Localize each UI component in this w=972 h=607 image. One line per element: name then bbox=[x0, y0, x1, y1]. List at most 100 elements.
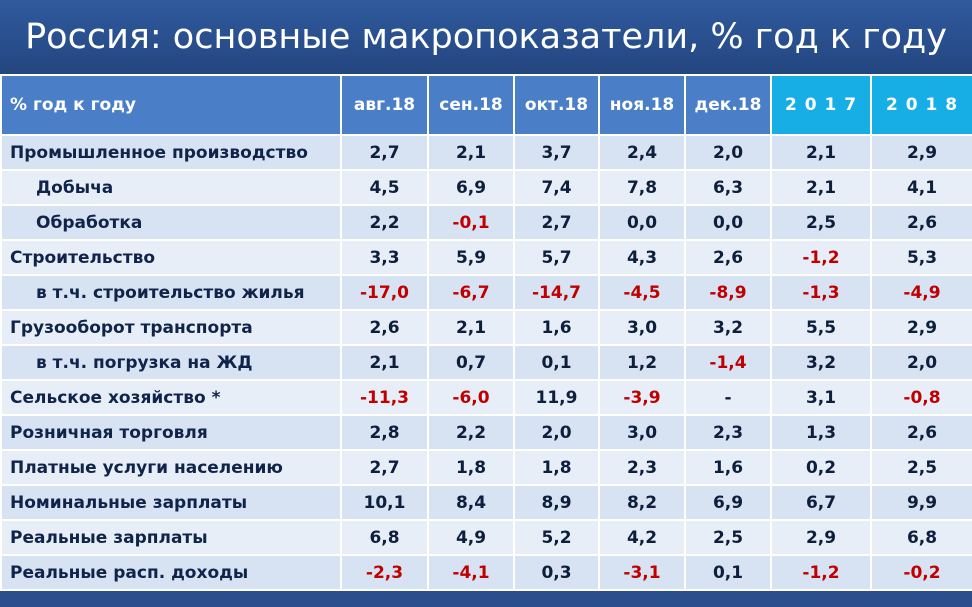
value-cell: -1,2 bbox=[770, 239, 872, 276]
value-cell: 8,9 bbox=[513, 484, 600, 521]
table-row: Реальные зарплаты 6,8 4,9 5,2 4,2 2,5 2,9 6,8 bbox=[0, 519, 972, 556]
table-row: Розничная торговля 2,8 2,2 2,0 3,0 2,3 1,3 2,6 bbox=[0, 414, 972, 451]
row-label: Номинальные зарплаты bbox=[0, 484, 342, 521]
row-label: Промышленное производство bbox=[0, 134, 342, 171]
value-cell: 2,5 bbox=[684, 519, 772, 556]
table-row: Промышленное производство 2,7 2,1 3,7 2,4 2,0… bbox=[0, 134, 972, 171]
value-cell: 11,9 bbox=[513, 379, 600, 416]
table-row: в т.ч. строительство жилья -17,0 -6,7 -14,7… bbox=[0, 274, 972, 311]
value-cell: -8,9 bbox=[684, 274, 772, 311]
value-cell: 2,9 bbox=[870, 309, 972, 346]
value-cell: -0,1 bbox=[427, 204, 515, 241]
value-cell: 2,0 bbox=[684, 134, 772, 171]
row-label: в т.ч. строительство жилья bbox=[0, 274, 342, 311]
value-cell: 7,8 bbox=[598, 169, 686, 206]
row-label: Розничная торговля bbox=[0, 414, 342, 451]
value-cell: 9,9 bbox=[870, 484, 972, 521]
table-body: Промышленное производство 2,7 2,1 3,7 2,4 2,0… bbox=[0, 134, 972, 591]
value-cell: 2,8 bbox=[340, 414, 429, 451]
row-label: Обработка bbox=[0, 204, 342, 241]
value-cell: -2,3 bbox=[340, 554, 429, 591]
value-cell: -11,3 bbox=[340, 379, 429, 416]
value-cell: 2,1 bbox=[770, 169, 872, 206]
column-header: дек.18 bbox=[684, 74, 772, 136]
slide-title: Россия: основные макропоказатели, % год … bbox=[0, 0, 972, 74]
value-cell: 4,3 bbox=[598, 239, 686, 276]
column-header: 2 0 1 8 bbox=[870, 74, 972, 136]
column-header: сен.18 bbox=[427, 74, 515, 136]
value-cell: 4,5 bbox=[340, 169, 429, 206]
column-header: авг.18 bbox=[340, 74, 429, 136]
value-cell: 3,1 bbox=[770, 379, 872, 416]
value-cell: 2,5 bbox=[870, 449, 972, 486]
value-cell: 3,2 bbox=[684, 309, 772, 346]
value-cell: 2,7 bbox=[513, 204, 600, 241]
value-cell: 4,9 bbox=[427, 519, 515, 556]
macro-table: % год к году авг.18 сен.18 окт.18 ноя.18 дек.… bbox=[0, 74, 972, 591]
value-cell: -1,3 bbox=[770, 274, 872, 311]
value-cell: 4,1 bbox=[870, 169, 972, 206]
table-row: Платные услуги населению 2,7 1,8 1,8 2,3 1,6 0… bbox=[0, 449, 972, 486]
table-row: Номинальные зарплаты 10,1 8,4 8,9 8,2 6,9 6,7 9… bbox=[0, 484, 972, 521]
value-cell: 2,7 bbox=[340, 134, 429, 171]
value-cell: -0,8 bbox=[870, 379, 972, 416]
value-cell: 2,9 bbox=[770, 519, 872, 556]
row-label: Добыча bbox=[0, 169, 342, 206]
value-cell: 7,4 bbox=[513, 169, 600, 206]
value-cell: 0,0 bbox=[684, 204, 772, 241]
value-cell: -17,0 bbox=[340, 274, 429, 311]
value-cell: 1,8 bbox=[513, 449, 600, 486]
value-cell: 1,6 bbox=[513, 309, 600, 346]
value-cell: -4,1 bbox=[427, 554, 515, 591]
value-cell: 0,7 bbox=[427, 344, 515, 381]
value-cell: 6,8 bbox=[870, 519, 972, 556]
value-cell: -1,4 bbox=[684, 344, 772, 381]
value-cell: 2,6 bbox=[870, 414, 972, 451]
value-cell: 2,9 bbox=[870, 134, 972, 171]
column-header: окт.18 bbox=[513, 74, 600, 136]
value-cell: 2,1 bbox=[427, 134, 515, 171]
value-cell: -6,0 bbox=[427, 379, 515, 416]
value-cell: 2,5 bbox=[770, 204, 872, 241]
table-row: Строительство 3,3 5,9 5,7 4,3 2,6 -1,2 5,3 bbox=[0, 239, 972, 276]
value-cell: 5,5 bbox=[770, 309, 872, 346]
table-row: Добыча 4,5 6,9 7,4 7,8 6,3 2,1 4,1 bbox=[0, 169, 972, 206]
value-cell: 6,7 bbox=[770, 484, 872, 521]
value-cell: 3,7 bbox=[513, 134, 600, 171]
value-cell: 2,6 bbox=[684, 239, 772, 276]
value-cell: -4,5 bbox=[598, 274, 686, 311]
value-cell: 2,1 bbox=[340, 344, 429, 381]
value-cell: 1,8 bbox=[427, 449, 515, 486]
value-cell: 6,9 bbox=[427, 169, 515, 206]
table-row: Реальные расп. доходы -2,3 -4,1 0,3 -3,1 0,1-… bbox=[0, 554, 972, 591]
value-cell: 4,2 bbox=[598, 519, 686, 556]
value-cell: 0,1 bbox=[513, 344, 600, 381]
row-label: Строительство bbox=[0, 239, 342, 276]
value-cell: 0,1 bbox=[684, 554, 772, 591]
value-cell: 0,2 bbox=[770, 449, 872, 486]
value-cell: 2,1 bbox=[427, 309, 515, 346]
value-cell: -1,2 bbox=[770, 554, 872, 591]
value-cell: 1,2 bbox=[598, 344, 686, 381]
value-cell: 2,4 bbox=[598, 134, 686, 171]
value-cell: -0,2 bbox=[870, 554, 972, 591]
column-header: % год к году bbox=[0, 74, 342, 136]
row-label: в т.ч. погрузка на ЖД bbox=[0, 344, 342, 381]
row-label: Сельское хозяйство * bbox=[0, 379, 342, 416]
row-label: Реальные зарплаты bbox=[0, 519, 342, 556]
value-cell: 2,0 bbox=[513, 414, 600, 451]
value-cell: 2,2 bbox=[340, 204, 429, 241]
value-cell: 5,7 bbox=[513, 239, 600, 276]
value-cell: 0,0 bbox=[598, 204, 686, 241]
value-cell: -3,1 bbox=[598, 554, 686, 591]
value-cell: 6,3 bbox=[684, 169, 772, 206]
value-cell: - bbox=[684, 379, 772, 416]
value-cell: 2,7 bbox=[340, 449, 429, 486]
column-header: 2 0 1 7 bbox=[770, 74, 872, 136]
row-label: Реальные расп. доходы bbox=[0, 554, 342, 591]
value-cell: 3,2 bbox=[770, 344, 872, 381]
value-cell: 6,8 bbox=[340, 519, 429, 556]
value-cell: 1,6 bbox=[684, 449, 772, 486]
value-cell: 1,3 bbox=[770, 414, 872, 451]
